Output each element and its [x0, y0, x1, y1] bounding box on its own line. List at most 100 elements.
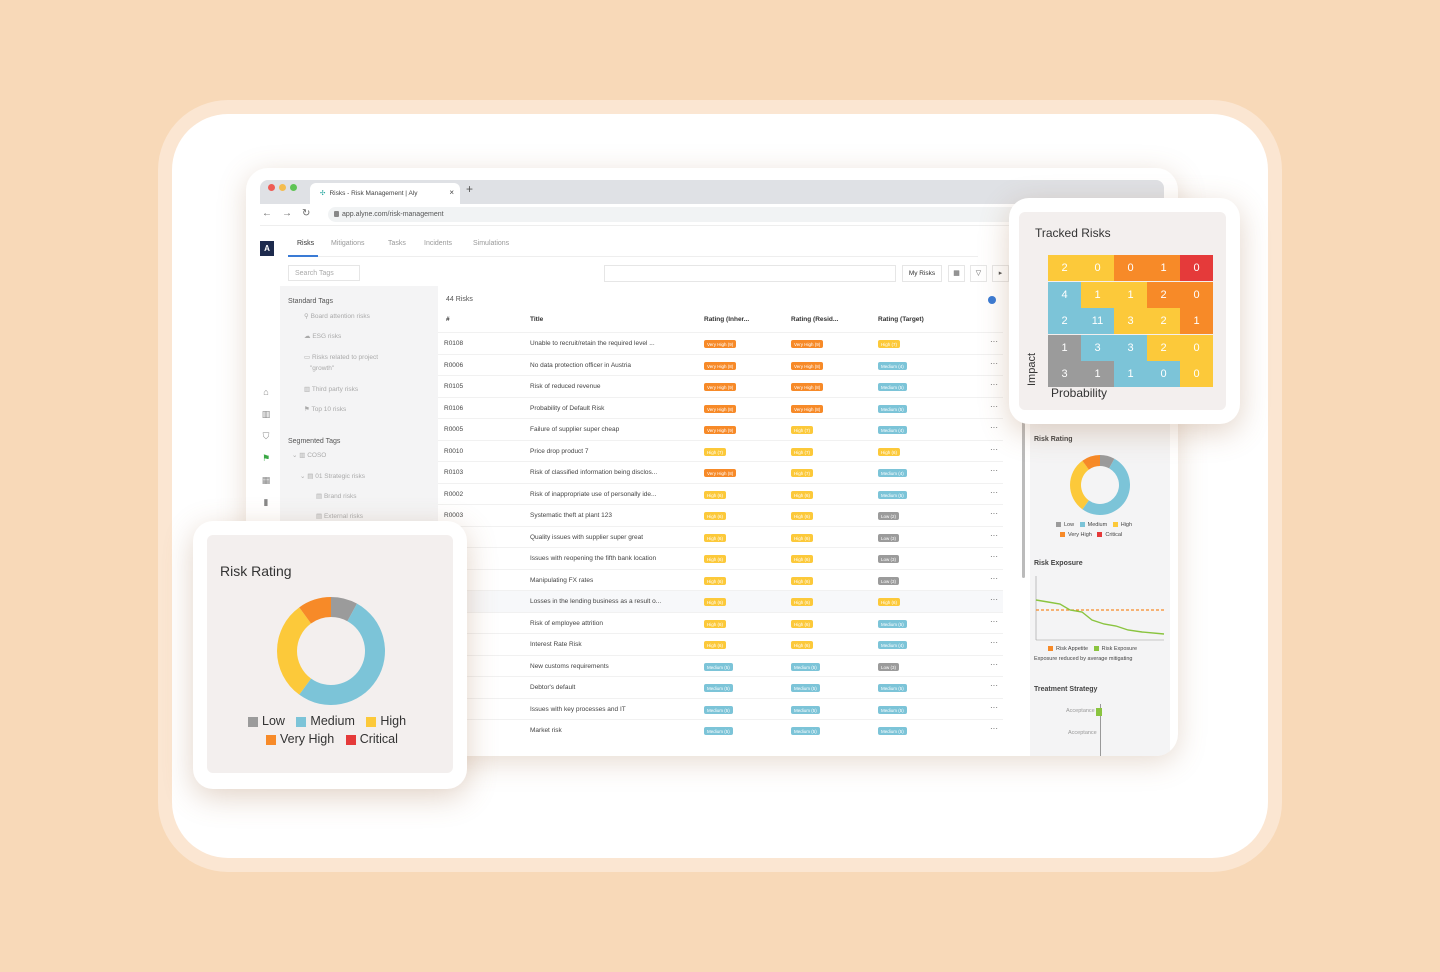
heatmap-cell[interactable]: 1	[1048, 334, 1081, 361]
row-more-icon[interactable]: ···	[990, 423, 998, 432]
building-icon[interactable]: ▥	[261, 409, 271, 419]
row-more-icon[interactable]: ···	[990, 401, 998, 411]
table-row[interactable]: R0003 Systematic theft at plant 123 High (…	[438, 504, 1003, 526]
table-row[interactable]: R0106 Probability of Default Risk Very Hig…	[438, 396, 1003, 419]
heatmap-cell[interactable]: 1	[1081, 361, 1114, 387]
heatmap-cell[interactable]: 0	[1147, 361, 1180, 387]
tag-external[interactable]: ▤ External risks	[316, 513, 363, 520]
table-row[interactable]: R0002 Risk of inappropriate use of person…	[438, 482, 1003, 505]
row-more-icon[interactable]: ···	[990, 466, 998, 475]
heatmap-cell[interactable]: 0	[1180, 361, 1213, 387]
tab-simulations[interactable]: Simulations	[473, 240, 510, 247]
heatmap-cell[interactable]: 0	[1180, 281, 1213, 308]
search-tags-input[interactable]: Search Tags	[288, 265, 360, 281]
tag-strategic[interactable]: ⌄ ▤ 01 Strategic risks	[300, 473, 366, 480]
table-row[interactable]: Losses in the lending business as a resu…	[438, 590, 1003, 612]
address-bar[interactable]: app.alyne.com/risk-management	[328, 207, 1018, 222]
row-more-icon[interactable]: ···	[990, 638, 998, 647]
heatmap-cell[interactable]: 1	[1147, 255, 1180, 281]
my-risks-button[interactable]: My Risks	[902, 265, 942, 282]
heatmap-cell[interactable]: 0	[1180, 334, 1213, 361]
tab-risks[interactable]: Risks	[297, 240, 315, 247]
table-row[interactable]: Market risk Medium (5) Medium (5) Medium (5…	[438, 719, 1003, 741]
heatmap-cell[interactable]: 2	[1048, 308, 1081, 334]
donut-slice-high[interactable]	[1070, 460, 1089, 510]
donut-slice-low[interactable]	[1100, 455, 1115, 469]
row-more-icon[interactable]: ···	[990, 530, 998, 540]
row-more-icon[interactable]: ···	[990, 337, 998, 346]
reload-icon[interactable]: ↻	[302, 208, 311, 219]
table-row[interactable]: Interest Rate Risk High (6) High (6) Medium…	[438, 633, 1003, 655]
heatmap-cell[interactable]: 0	[1081, 255, 1114, 281]
table-row[interactable]: Debtor's default Medium (5) Medium (5) Medi…	[438, 676, 1003, 698]
table-row[interactable]: R0105 Risk of reduced revenue Very High (9…	[438, 375, 1003, 397]
tab-tasks[interactable]: Tasks	[388, 240, 406, 247]
tag-third-party[interactable]: ▥ Third party risks	[304, 386, 359, 393]
heatmap-cell[interactable]: 11	[1081, 308, 1114, 334]
table-row[interactable]: New customs requirements Medium (5) Medium…	[438, 654, 1003, 677]
table-row[interactable]: Issues with reopening the fifth bank loc…	[438, 547, 1003, 569]
donut-slice-low[interactable]	[331, 597, 358, 622]
settings-gear-icon[interactable]	[988, 296, 996, 304]
donut-slice-medium[interactable]	[299, 603, 385, 705]
back-icon[interactable]: ←	[262, 208, 272, 219]
table-row[interactable]: Quality issues with supplier super great…	[438, 525, 1003, 548]
table-row[interactable]: R0010 Price drop product 7 High (7) High (7…	[438, 439, 1003, 462]
window-maximize-dot[interactable]	[290, 184, 297, 191]
heatmap-cell[interactable]: 0	[1114, 255, 1147, 281]
home-icon[interactable]: ⌂	[263, 387, 269, 397]
window-minimize-dot[interactable]	[279, 184, 286, 191]
tab-incidents[interactable]: Incidents	[424, 240, 453, 247]
forward-icon[interactable]: →	[282, 208, 292, 219]
col-rating-inherent[interactable]: Rating (Inher...	[704, 316, 750, 323]
heatmap-cell[interactable]: 2	[1147, 281, 1180, 308]
row-more-icon[interactable]: ···	[990, 659, 998, 669]
bar-chart-icon[interactable]: ▮	[263, 497, 269, 507]
play-icon[interactable]: ▸	[992, 265, 1009, 282]
heatmap-cell[interactable]: 2	[1048, 255, 1081, 281]
heatmap-cell[interactable]: 3	[1048, 361, 1081, 387]
col-id[interactable]: #	[446, 316, 450, 323]
table-row[interactable]: R0005 Failure of supplier super cheap Very…	[438, 418, 1003, 440]
donut-slice-high[interactable]	[277, 607, 312, 695]
row-more-icon[interactable]: ···	[990, 616, 998, 626]
table-row[interactable]: R0006 No data protection officer in Austr…	[438, 353, 1003, 376]
tag-esg[interactable]: ☁ ESG risks	[304, 333, 342, 340]
heatmap-cell[interactable]: 1	[1114, 361, 1147, 387]
row-more-icon[interactable]: ···	[990, 509, 998, 518]
app-logo[interactable]: A	[260, 241, 274, 256]
col-rating-residual[interactable]: Rating (Resid...	[791, 316, 839, 323]
browser-tab[interactable]: ✣ Risks - Risk Management | Aly ×	[310, 183, 460, 204]
tab-mitigations[interactable]: Mitigations	[331, 240, 365, 247]
tag-brand[interactable]: ▤ Brand risks	[316, 493, 357, 500]
tag-top-10[interactable]: ⚑ Top 10 risks	[304, 406, 347, 413]
row-more-icon[interactable]: ···	[990, 573, 998, 583]
donut-slice-medium[interactable]	[1082, 458, 1130, 515]
grid-icon[interactable]: ▦	[261, 475, 271, 485]
row-more-icon[interactable]: ···	[990, 552, 998, 561]
row-more-icon[interactable]: ···	[990, 444, 998, 454]
row-more-icon[interactable]: ···	[990, 358, 998, 368]
row-more-icon[interactable]: ···	[990, 487, 998, 497]
donut-slice-very-high[interactable]	[299, 597, 331, 624]
grid-view-icon[interactable]: ▦	[948, 265, 965, 282]
window-close-dot[interactable]	[268, 184, 275, 191]
donut-slice-very-high[interactable]	[1082, 455, 1100, 470]
flag-icon[interactable]: ⚑	[261, 453, 271, 463]
heatmap-cell[interactable]: 1	[1180, 308, 1213, 334]
tag-coso[interactable]: ⌄ ▥ COSO	[292, 452, 327, 459]
heatmap-cell[interactable]: 3	[1114, 308, 1147, 334]
col-rating-target[interactable]: Rating (Target)	[878, 316, 924, 323]
table-row[interactable]: Manipulating FX rates High (6) High (6) Low…	[438, 568, 1003, 591]
table-row[interactable]: R0103 Risk of classified information bein…	[438, 461, 1003, 483]
row-more-icon[interactable]: ···	[990, 724, 998, 733]
tag-board-attention[interactable]: ⚲ Board attention risks	[304, 313, 370, 320]
col-title[interactable]: Title	[530, 316, 544, 323]
row-more-icon[interactable]: ···	[990, 380, 998, 389]
tag-project-growth[interactable]: ▭ Risks related to project	[304, 354, 379, 361]
table-scrollbar[interactable]	[1022, 418, 1025, 578]
heatmap-cell[interactable]: 1	[1081, 281, 1114, 308]
shield-icon[interactable]: ⛉	[262, 431, 270, 441]
new-tab-button[interactable]: +	[466, 182, 474, 196]
filter-icon[interactable]: ▽	[970, 265, 987, 282]
